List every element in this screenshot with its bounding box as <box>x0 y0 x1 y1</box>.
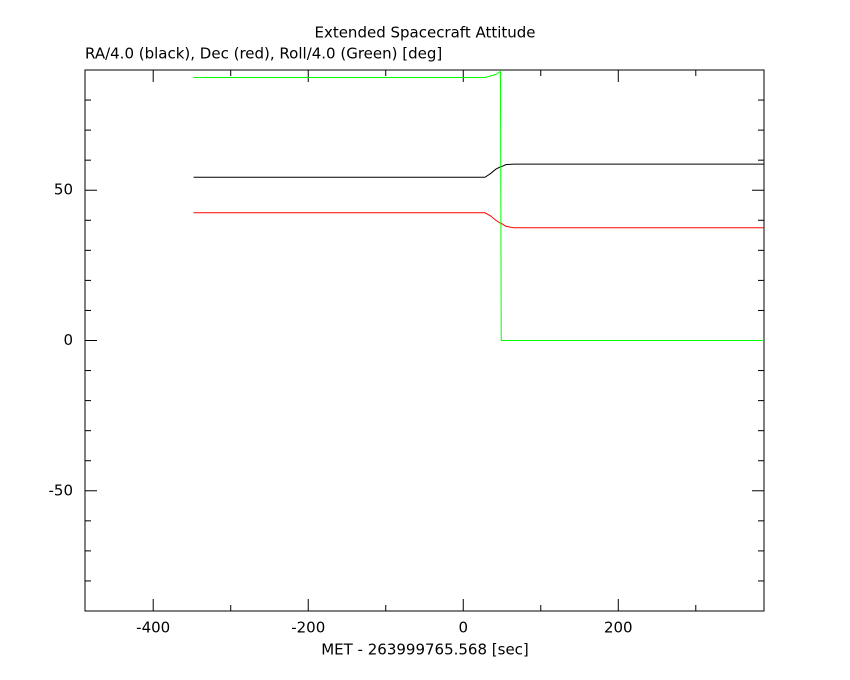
series-line <box>193 163 764 178</box>
y-tick-label: -50 <box>49 481 74 499</box>
x-axis-label: MET - 263999765.568 [sec] <box>321 641 529 659</box>
x-tick-label: 200 <box>604 619 633 637</box>
chart-subtitle: RA/4.0 (black), Dec (red), Roll/4.0 (Gre… <box>85 45 442 63</box>
x-tick-label: -200 <box>291 619 325 637</box>
chart-title: Extended Spacecraft Attitude <box>314 24 535 42</box>
series-line <box>193 212 764 229</box>
x-tick-label: -400 <box>136 619 170 637</box>
y-tick-label: 0 <box>63 331 73 349</box>
x-tick-label: 0 <box>458 619 468 637</box>
y-tick-label: 50 <box>54 181 73 199</box>
series-line <box>193 70 764 341</box>
